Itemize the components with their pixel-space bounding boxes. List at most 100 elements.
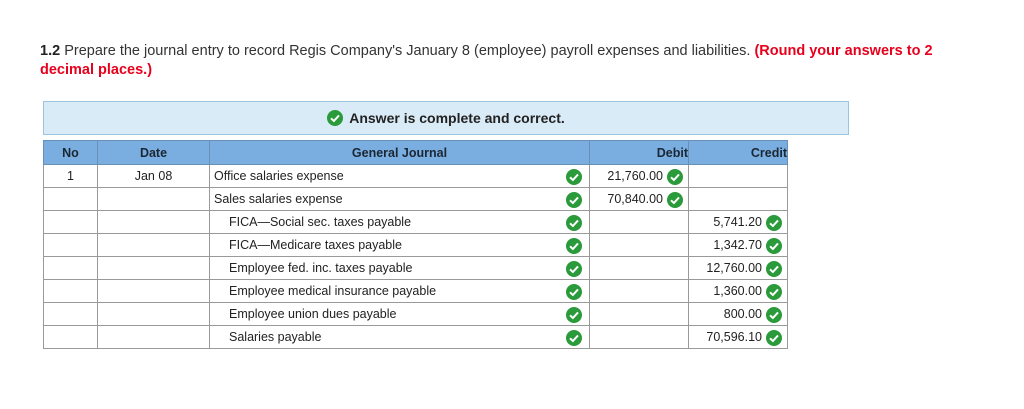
- cell-account[interactable]: Sales salaries expense: [209, 187, 590, 211]
- cell-date[interactable]: [97, 187, 210, 211]
- answer-banner: Answer is complete and correct.: [43, 101, 849, 135]
- cell-no: [43, 279, 98, 303]
- cell-account[interactable]: FICA—Medicare taxes payable: [209, 233, 590, 257]
- question-number: 1.2: [40, 43, 61, 59]
- table-row: Employee medical insurance payable 1,360.…: [43, 279, 788, 303]
- debit-amount: [663, 307, 688, 321]
- header-no: No: [43, 140, 98, 165]
- cell-debit[interactable]: [589, 210, 689, 234]
- check-circle-icon: [667, 192, 683, 208]
- check-circle-icon: [766, 330, 782, 346]
- debit-amount: [663, 238, 688, 252]
- credit-amount: 1,360.00: [713, 284, 762, 298]
- cell-date[interactable]: [97, 325, 210, 349]
- check-circle-icon: [766, 215, 782, 231]
- credit-amount: 5,741.20: [713, 215, 762, 229]
- check-circle-icon: [766, 284, 782, 300]
- table-row: 1 Jan 08 Office salaries expense 21,760.00: [43, 164, 788, 188]
- question-body: Prepare the journal entry to record Regi…: [64, 43, 751, 59]
- cell-date[interactable]: [97, 256, 210, 280]
- cell-account[interactable]: Employee medical insurance payable: [209, 279, 590, 303]
- credit-amount: 70,596.10: [706, 330, 762, 344]
- cell-date[interactable]: [97, 233, 210, 257]
- cell-no: [43, 210, 98, 234]
- header-credit: Credit: [688, 140, 788, 165]
- cell-credit[interactable]: 5,741.20: [688, 210, 788, 234]
- check-circle-icon: [566, 215, 582, 231]
- cell-credit[interactable]: 1,360.00: [688, 279, 788, 303]
- check-circle-icon: [566, 238, 582, 254]
- account-name: Salaries payable: [229, 330, 322, 344]
- credit-amount: 1,342.70: [713, 238, 762, 252]
- cell-no: [43, 256, 98, 280]
- check-circle-icon: [566, 169, 582, 185]
- cell-no: 1: [43, 164, 98, 188]
- debit-amount: [663, 284, 688, 298]
- cell-debit[interactable]: 70,840.00: [589, 187, 689, 211]
- cell-account[interactable]: FICA—Social sec. taxes payable: [209, 210, 590, 234]
- account-name: Employee fed. inc. taxes payable: [229, 261, 413, 275]
- header-date: Date: [97, 140, 210, 165]
- cell-credit[interactable]: 800.00: [688, 302, 788, 326]
- cell-account[interactable]: Employee fed. inc. taxes payable: [209, 256, 590, 280]
- check-circle-icon: [566, 192, 582, 208]
- journal-table: No Date General Journal Debit Credit 1 Ja…: [43, 140, 788, 349]
- cell-account[interactable]: Office salaries expense: [209, 164, 590, 188]
- cell-no: [43, 302, 98, 326]
- account-name: Employee union dues payable: [229, 307, 397, 321]
- question-text: 1.2 Prepare the journal entry to record …: [40, 42, 990, 80]
- cell-debit[interactable]: [589, 256, 689, 280]
- credit-amount: [762, 169, 787, 183]
- check-circle-icon: [766, 307, 782, 323]
- table-row: Employee union dues payable 800.00: [43, 302, 788, 326]
- cell-credit[interactable]: 12,760.00: [688, 256, 788, 280]
- cell-credit[interactable]: [688, 187, 788, 211]
- account-name: FICA—Medicare taxes payable: [229, 238, 402, 252]
- debit-amount: 21,760.00: [607, 169, 663, 183]
- debit-amount: [663, 215, 688, 229]
- account-name: Employee medical insurance payable: [229, 284, 437, 298]
- cell-account[interactable]: Salaries payable: [209, 325, 590, 349]
- cell-date[interactable]: Jan 08: [97, 164, 210, 188]
- debit-amount: [663, 261, 688, 275]
- check-circle-icon: [566, 261, 582, 277]
- credit-amount: [762, 192, 787, 206]
- cell-debit[interactable]: [589, 325, 689, 349]
- banner-text: Answer is complete and correct.: [349, 110, 565, 126]
- debit-amount: 70,840.00: [607, 192, 663, 206]
- table-row: FICA—Social sec. taxes payable 5,741.20: [43, 210, 788, 234]
- check-circle-icon: [566, 284, 582, 300]
- account-name: Office salaries expense: [214, 169, 344, 183]
- cell-debit[interactable]: [589, 233, 689, 257]
- check-circle-icon: [566, 307, 582, 323]
- credit-amount: 12,760.00: [706, 261, 762, 275]
- cell-credit[interactable]: [688, 164, 788, 188]
- cell-debit[interactable]: [589, 279, 689, 303]
- check-circle-icon: [766, 261, 782, 277]
- credit-amount: 800.00: [723, 307, 762, 321]
- cell-credit[interactable]: 1,342.70: [688, 233, 788, 257]
- cell-date[interactable]: [97, 302, 210, 326]
- debit-amount: [663, 330, 688, 344]
- cell-no: [43, 233, 98, 257]
- table-row: Salaries payable 70,596.10: [43, 325, 788, 349]
- check-circle-icon: [327, 110, 344, 126]
- header-general-journal: General Journal: [209, 140, 590, 165]
- cell-date[interactable]: [97, 210, 210, 234]
- cell-debit[interactable]: 21,760.00: [589, 164, 689, 188]
- table-row: Sales salaries expense 70,840.00: [43, 187, 788, 211]
- cell-debit[interactable]: [589, 302, 689, 326]
- cell-credit[interactable]: 70,596.10: [688, 325, 788, 349]
- check-circle-icon: [566, 330, 582, 346]
- header-debit: Debit: [589, 140, 689, 165]
- check-circle-icon: [667, 169, 683, 185]
- cell-no: [43, 325, 98, 349]
- check-circle-icon: [766, 238, 782, 254]
- table-row: Employee fed. inc. taxes payable 12,760.0…: [43, 256, 788, 280]
- rounding-note: (Round your answers to 2 decimal places.…: [40, 43, 933, 78]
- cell-date[interactable]: [97, 279, 210, 303]
- cell-no: [43, 187, 98, 211]
- cell-account[interactable]: Employee union dues payable: [209, 302, 590, 326]
- table-header-row: No Date General Journal Debit Credit: [43, 140, 788, 165]
- table-row: FICA—Medicare taxes payable 1,342.70: [43, 233, 788, 257]
